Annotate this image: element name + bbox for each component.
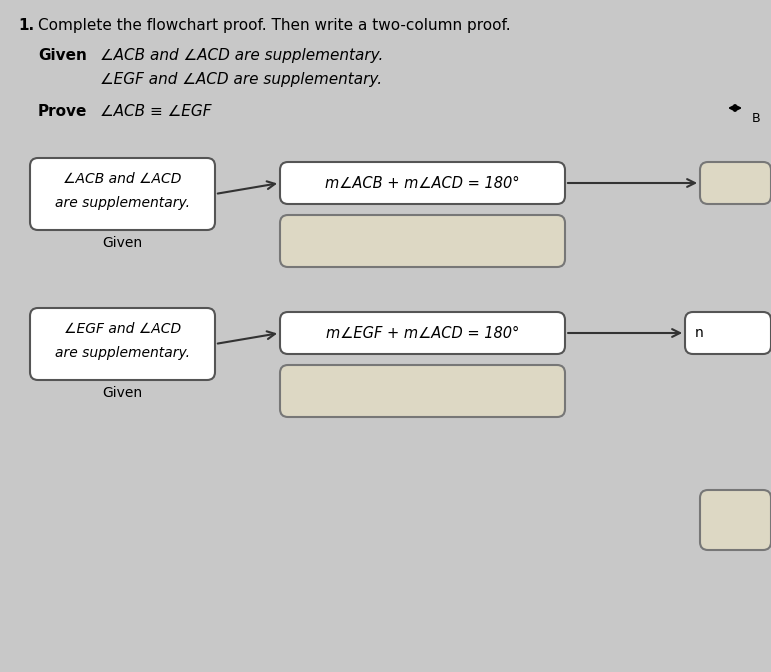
FancyBboxPatch shape bbox=[685, 312, 771, 354]
FancyBboxPatch shape bbox=[700, 490, 771, 550]
Text: ∠EGF and ∠ACD: ∠EGF and ∠ACD bbox=[64, 322, 181, 336]
Text: m∠EGF + m∠ACD = 180°: m∠EGF + m∠ACD = 180° bbox=[326, 325, 519, 341]
Text: Complete the flowchart proof. Then write a two-column proof.: Complete the flowchart proof. Then write… bbox=[38, 18, 510, 33]
Text: Given: Given bbox=[38, 48, 87, 63]
Text: ∠ACB and ∠ACD are supplementary.: ∠ACB and ∠ACD are supplementary. bbox=[100, 48, 383, 63]
Text: Given: Given bbox=[103, 236, 143, 250]
Text: ∠ACB ≡ ∠EGF: ∠ACB ≡ ∠EGF bbox=[100, 104, 211, 119]
Text: are supplementary.: are supplementary. bbox=[55, 196, 190, 210]
FancyBboxPatch shape bbox=[280, 312, 565, 354]
FancyBboxPatch shape bbox=[280, 215, 565, 267]
Text: ∠ACB and ∠ACD: ∠ACB and ∠ACD bbox=[63, 172, 182, 186]
Text: Given: Given bbox=[103, 386, 143, 400]
FancyBboxPatch shape bbox=[30, 158, 215, 230]
Text: 1.: 1. bbox=[18, 18, 34, 33]
FancyBboxPatch shape bbox=[30, 308, 215, 380]
Text: Prove: Prove bbox=[38, 104, 87, 119]
FancyBboxPatch shape bbox=[700, 162, 771, 204]
Text: ∠EGF and ∠ACD are supplementary.: ∠EGF and ∠ACD are supplementary. bbox=[100, 72, 382, 87]
FancyBboxPatch shape bbox=[280, 365, 565, 417]
Text: are supplementary.: are supplementary. bbox=[55, 346, 190, 360]
FancyBboxPatch shape bbox=[280, 162, 565, 204]
Text: m∠ACB + m∠ACD = 180°: m∠ACB + m∠ACD = 180° bbox=[325, 175, 520, 190]
Text: B: B bbox=[752, 112, 761, 125]
Text: n: n bbox=[695, 326, 704, 340]
